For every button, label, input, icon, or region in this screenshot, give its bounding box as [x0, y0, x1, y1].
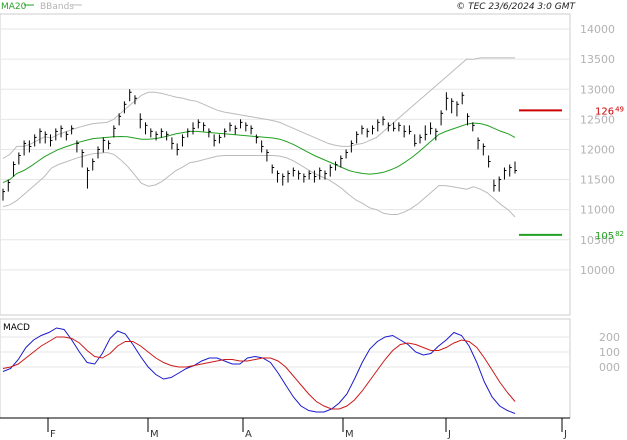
macd-y-tick-label: 000 — [599, 361, 620, 374]
macd-y-tick-label: 100 — [599, 346, 620, 359]
macd-panel-frame — [0, 318, 571, 419]
level-annotations: 12649 10582 — [519, 105, 624, 242]
price-y-tick-label: 14000 — [580, 23, 615, 36]
price-y-tick-label: 10000 — [580, 264, 615, 277]
bbands-upper-path — [2, 57, 515, 159]
ma20-line — [2, 122, 516, 184]
signal-line-path — [2, 336, 516, 410]
price-panel: 14000 13500 13000 12500 12000 11500 11000 10500… — [0, 13, 624, 316]
price-y-tick-label: 13000 — [580, 83, 615, 96]
x-tick-label: J — [447, 429, 451, 440]
level-label: 12649 — [595, 105, 624, 117]
price-y-tick-label: 12500 — [580, 113, 615, 126]
x-tick-label: M — [150, 429, 159, 440]
bbands-lower-path — [2, 151, 516, 218]
macd-panel: MACD 200 100 000 — [0, 318, 620, 419]
price-y-tick-label: 13500 — [580, 53, 615, 66]
x-tick-label: F — [50, 429, 56, 440]
price-grid — [0, 28, 570, 271]
price-panel-frame — [0, 13, 571, 316]
price-y-tick-label: 10500 — [580, 234, 615, 247]
macd-title: MACD — [3, 323, 30, 333]
bbands-upper-line — [2, 57, 515, 159]
level-label: 10582 — [595, 230, 624, 242]
x-tick-label: J — [563, 429, 567, 440]
macd-y-axis: 200 100 000 — [599, 331, 620, 374]
copyright-text: © TEC 23/6/2024 3:0 GMT — [456, 2, 576, 12]
macd-y-tick-label: 200 — [599, 331, 620, 344]
ohlc-bars — [2, 89, 517, 201]
price-y-tick-label: 11500 — [580, 174, 615, 187]
price-y-axis: 14000 13500 13000 12500 12000 11500 11000 10500… — [580, 23, 615, 277]
bbands-lower-line — [2, 151, 516, 218]
price-y-tick-label: 11000 — [580, 204, 615, 217]
price-y-tick-label: 12000 — [580, 143, 615, 156]
macd-line-path — [2, 327, 516, 414]
macd-lines — [2, 327, 516, 414]
x-tick-label: M — [345, 429, 354, 440]
x-tick-label: A — [245, 429, 252, 440]
ma20-path — [2, 122, 516, 184]
legend-ma20: MA20 — [1, 2, 27, 12]
legend-bbands: BBands — [40, 2, 74, 12]
